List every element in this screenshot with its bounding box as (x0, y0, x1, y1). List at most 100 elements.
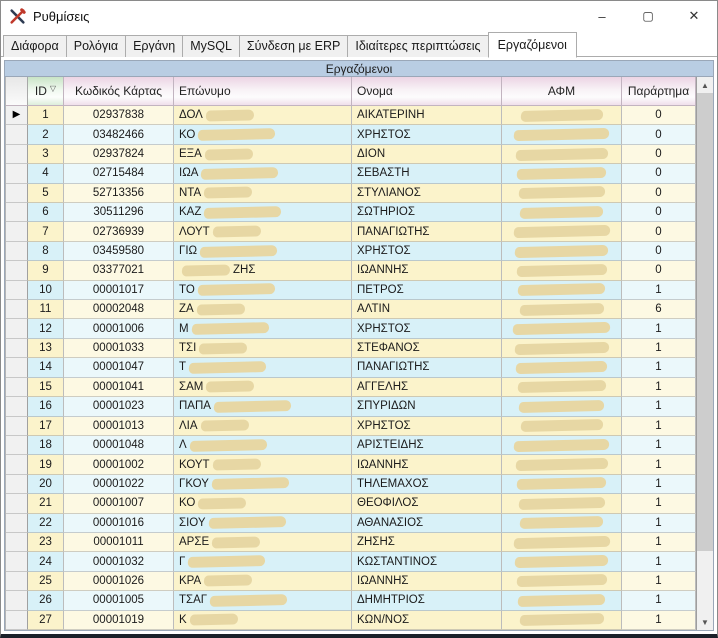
table-row[interactable]: ▶102937838ΔΟΛΑΙΚΑΤΕΡΙΝΗ0 (6, 106, 696, 125)
cell-branch[interactable]: 1 (622, 417, 696, 436)
cell-card-code[interactable]: 00001048 (64, 436, 174, 455)
cell-id[interactable]: 18 (28, 436, 64, 455)
cell-surname[interactable]: Κ (174, 611, 352, 630)
cell-surname[interactable]: ΚΡΑ (174, 572, 352, 591)
cell-surname[interactable]: ΠΑΠΑ (174, 397, 352, 416)
cell-branch[interactable]: 1 (622, 611, 696, 630)
row-indicator-cell[interactable] (6, 533, 28, 552)
cell-surname[interactable]: ΝΤΑ (174, 184, 352, 203)
tab-4[interactable]: MySQL (182, 35, 240, 57)
cell-surname[interactable]: ΔΟΛ (174, 106, 352, 125)
column-header-1[interactable]: ID▽ (28, 77, 64, 106)
cell-first-name[interactable]: ΠΑΝΑΓΙΩΤΗΣ (352, 358, 502, 377)
cell-id[interactable]: 24 (28, 552, 64, 571)
cell-card-code[interactable]: 02937824 (64, 145, 174, 164)
table-row[interactable]: 2100001007ΚΟΘΕΟΦΙΛΟΣ1 (6, 494, 696, 513)
cell-branch[interactable]: 1 (622, 378, 696, 397)
cell-card-code[interactable]: 00001005 (64, 591, 174, 610)
cell-afm[interactable] (502, 475, 622, 494)
cell-afm[interactable] (502, 106, 622, 125)
cell-id[interactable]: 12 (28, 319, 64, 338)
cell-id[interactable]: 3 (28, 145, 64, 164)
cell-surname[interactable]: ΑΡΣΕ (174, 533, 352, 552)
column-header-2[interactable]: Κωδικός Κάρτας (64, 77, 174, 106)
scrollbar-track[interactable] (697, 93, 713, 614)
cell-id[interactable]: 16 (28, 397, 64, 416)
cell-first-name[interactable]: ΚΩΣΤΑΝΤΙΝΟΣ (352, 552, 502, 571)
cell-afm[interactable] (502, 397, 622, 416)
cell-afm[interactable] (502, 261, 622, 280)
cell-branch[interactable]: 0 (622, 203, 696, 222)
cell-first-name[interactable]: ΣΕΒΑΣΤΗ (352, 164, 502, 183)
table-row[interactable]: 1800001048ΛΑΡΙΣΤΕΙΔΗΣ1 (6, 436, 696, 455)
cell-id[interactable]: 6 (28, 203, 64, 222)
scroll-down-icon[interactable]: ▼ (697, 614, 713, 630)
table-row[interactable]: 203482466ΚΟΧΡΗΣΤΟΣ0 (6, 125, 696, 144)
cell-id[interactable]: 21 (28, 494, 64, 513)
tab-7[interactable]: Εργαζόμενοι (488, 32, 577, 58)
cell-afm[interactable] (502, 455, 622, 474)
cell-id[interactable]: 27 (28, 611, 64, 630)
cell-branch[interactable]: 1 (622, 358, 696, 377)
tab-1[interactable]: Διάφορα (3, 35, 67, 57)
row-indicator-cell[interactable] (6, 319, 28, 338)
cell-surname[interactable]: ΚΟΥΤ (174, 455, 352, 474)
table-row[interactable]: 1900001002ΚΟΥΤΙΩΑΝΝΗΣ1 (6, 455, 696, 474)
cell-first-name[interactable]: ΠΑΝΑΓΙΩΤΗΣ (352, 222, 502, 241)
cell-surname[interactable]: ΣΑΜ (174, 378, 352, 397)
cell-branch[interactable]: 1 (622, 552, 696, 571)
table-row[interactable]: 630511296ΚΑΖΣΩΤΗΡΙΟΣ0 (6, 203, 696, 222)
cell-afm[interactable] (502, 572, 622, 591)
table-row[interactable]: 2300001011ΑΡΣΕΖΗΣΗΣ1 (6, 533, 696, 552)
row-indicator-cell[interactable] (6, 164, 28, 183)
table-row[interactable]: 1700001013ΛΙΑΧΡΗΣΤΟΣ1 (6, 417, 696, 436)
cell-branch[interactable]: 1 (622, 339, 696, 358)
column-header-6[interactable]: Παράρτημα (622, 77, 696, 106)
cell-surname[interactable]: ΓΙΩ (174, 242, 352, 261)
row-indicator-cell[interactable] (6, 300, 28, 319)
cell-id[interactable]: 15 (28, 378, 64, 397)
cell-afm[interactable] (502, 319, 622, 338)
cell-id[interactable]: 14 (28, 358, 64, 377)
row-indicator-cell[interactable] (6, 378, 28, 397)
table-row[interactable]: 1600001023ΠΑΠΑΣΠΥΡΙΔΩΝ1 (6, 397, 696, 416)
cell-branch[interactable]: 1 (622, 514, 696, 533)
cell-card-code[interactable]: 00002048 (64, 300, 174, 319)
cell-card-code[interactable]: 00001016 (64, 514, 174, 533)
cell-id[interactable]: 11 (28, 300, 64, 319)
cell-afm[interactable] (502, 378, 622, 397)
cell-id[interactable]: 19 (28, 455, 64, 474)
cell-first-name[interactable]: ΧΡΗΣΤΟΣ (352, 125, 502, 144)
table-row[interactable]: 1400001047ΤΠΑΝΑΓΙΩΤΗΣ1 (6, 358, 696, 377)
cell-id[interactable]: 26 (28, 591, 64, 610)
cell-branch[interactable]: 0 (622, 145, 696, 164)
cell-card-code[interactable]: 00001041 (64, 378, 174, 397)
cell-branch[interactable]: 1 (622, 436, 696, 455)
cell-branch[interactable]: 1 (622, 475, 696, 494)
cell-surname[interactable]: ΤΣΙ (174, 339, 352, 358)
cell-surname[interactable]: ΖΑ (174, 300, 352, 319)
cell-first-name[interactable]: ΧΡΗΣΤΟΣ (352, 242, 502, 261)
cell-first-name[interactable]: ΙΩΑΝΝΗΣ (352, 455, 502, 474)
cell-afm[interactable] (502, 436, 622, 455)
cell-first-name[interactable]: ΔΗΜΗΤΡΙΟΣ (352, 591, 502, 610)
row-indicator-cell[interactable] (6, 125, 28, 144)
cell-branch[interactable]: 0 (622, 261, 696, 280)
table-row[interactable]: 2000001022ΓΚΟΥΤΗΛΕΜΑΧΟΣ1 (6, 475, 696, 494)
cell-afm[interactable] (502, 417, 622, 436)
cell-first-name[interactable]: ΚΩΝ/ΝΟΣ (352, 611, 502, 630)
cell-first-name[interactable]: ΔΙΟΝ (352, 145, 502, 164)
scroll-up-icon[interactable]: ▲ (697, 77, 713, 93)
cell-surname[interactable]: Τ (174, 358, 352, 377)
row-indicator-cell[interactable] (6, 397, 28, 416)
cell-card-code[interactable]: 00001013 (64, 417, 174, 436)
cell-afm[interactable] (502, 514, 622, 533)
cell-afm[interactable] (502, 533, 622, 552)
table-row[interactable]: 2600001005ΤΣΑΓΔΗΜΗΤΡΙΟΣ1 (6, 591, 696, 610)
row-indicator-cell[interactable] (6, 611, 28, 630)
cell-card-code[interactable]: 00001019 (64, 611, 174, 630)
cell-card-code[interactable]: 52713356 (64, 184, 174, 203)
row-indicator-cell[interactable] (6, 572, 28, 591)
cell-card-code[interactable]: 00001002 (64, 455, 174, 474)
cell-id[interactable]: 8 (28, 242, 64, 261)
